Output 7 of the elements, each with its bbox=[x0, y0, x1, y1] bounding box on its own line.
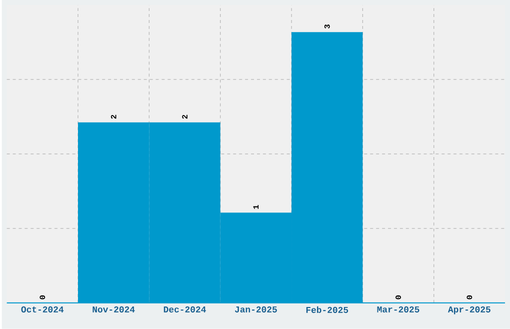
x-tick-label: Feb-2025 bbox=[306, 306, 348, 314]
x-tick-label: Oct-2024 bbox=[21, 306, 64, 313]
x-tick-label: Apr-2025 bbox=[448, 306, 490, 314]
x-tick-label: Jan-2025 bbox=[234, 306, 277, 313]
x-tick-label: Mar-2025 bbox=[377, 306, 420, 313]
x-tick-label: Nov-2024 bbox=[92, 306, 135, 313]
x-tick-label: Dec-2024 bbox=[164, 306, 206, 313]
